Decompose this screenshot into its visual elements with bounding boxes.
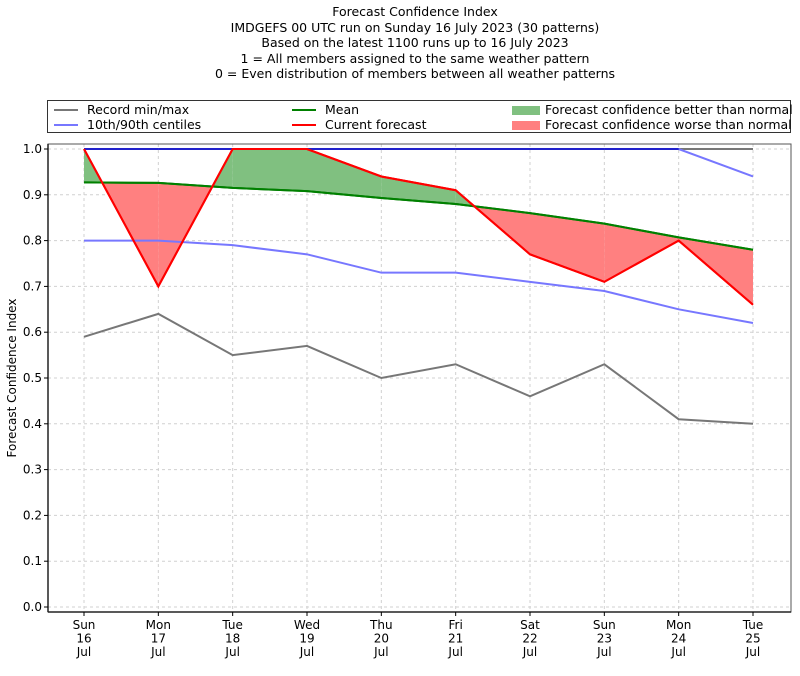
x-tick-label: 25 — [745, 632, 760, 646]
mean-line-top — [83, 181, 754, 251]
legend-item-worse: Forecast confidence worse than normal — [512, 118, 792, 132]
legend-swatch-mean — [292, 109, 316, 111]
x-tick-label: Jul — [76, 645, 91, 659]
x-tick-label: Jul — [447, 645, 462, 659]
x-tick-label: Jul — [596, 645, 611, 659]
x-tick-label: Jul — [373, 645, 388, 659]
y-tick-label: 0.9 — [23, 188, 42, 202]
legend-label-mean: Mean — [325, 102, 360, 117]
x-tick-label: Sun — [73, 618, 96, 632]
y-tick-label: 0.3 — [23, 463, 42, 477]
x-tick-label: Tue — [221, 618, 243, 632]
x-tick-label: 21 — [448, 632, 463, 646]
x-tick-label: Wed — [294, 618, 320, 632]
x-tick-label: Jul — [745, 645, 760, 659]
x-tick-label: 18 — [225, 632, 240, 646]
legend-label-record: Record min/max — [87, 102, 190, 117]
x-tick-label: 22 — [522, 632, 537, 646]
record-line — [83, 312, 754, 425]
y-axis-label: Forecast Confidence Index — [5, 299, 19, 458]
legend-item-centiles: 10th/90th centiles — [54, 118, 201, 132]
legend-label-worse: Forecast confidence worse than normal — [545, 117, 792, 132]
x-tick-label: Sun — [593, 618, 616, 632]
chart-subtitle-run: IMDGEFS 00 UTC run on Sunday 16 July 202… — [230, 19, 600, 35]
chart-title-block: Forecast Confidence Index IMDGEFS 00 UTC… — [0, 4, 800, 82]
centile-10-line — [84, 239, 754, 325]
y-tick-label: 0.0 — [23, 600, 42, 614]
x-tick-label: Jul — [670, 645, 685, 659]
x-tick-label: Mon — [146, 618, 171, 632]
legend-swatch-centiles — [54, 124, 78, 126]
chart-title: Forecast Confidence Index — [332, 4, 498, 19]
y-tick-label: 0.1 — [23, 554, 42, 568]
x-tick-label: Jul — [522, 645, 537, 659]
y-tick-label: 0.8 — [23, 234, 42, 248]
legend-label-current: Current forecast — [325, 117, 427, 132]
chart-legend: Record min/max 10th/90th centiles Mean C… — [47, 100, 793, 133]
legend-item-better: Forecast confidence better than normal — [512, 103, 793, 117]
chart-subtitle-zero: 0 = Even distribution of members between… — [214, 66, 616, 81]
fill-better-than-normal — [381, 176, 456, 204]
fill-worse-than-normal — [530, 213, 605, 282]
fill-better-than-normal — [232, 149, 307, 192]
fill-better-than-normal — [307, 149, 382, 199]
series-lines — [83, 148, 754, 425]
x-tick-label: Sat — [520, 618, 540, 632]
x-tick-label: Jul — [299, 645, 314, 659]
x-tick-label: 20 — [374, 632, 389, 646]
confidence-fills — [84, 149, 753, 305]
x-axis-ticks: Sun16JulMon17JulTue18JulWed19JulThu20Jul… — [73, 612, 764, 659]
y-axis-ticks: 0.0 0.1 0.2 0.3 0.4 0.5 0.6 0.7 0.8 0.9 1.0 — [23, 142, 48, 614]
legend-item-record: Record min/max — [54, 103, 189, 117]
legend-item-current: Current forecast — [292, 118, 426, 132]
x-tick-label: Thu — [369, 618, 393, 632]
legend-label-centiles: 10th/90th centiles — [87, 117, 202, 132]
x-tick-label: Jul — [224, 645, 239, 659]
y-tick-label: 1.0 — [23, 142, 42, 156]
legend-swatch-better — [512, 105, 540, 115]
y-tick-label: 0.7 — [23, 279, 42, 293]
y-tick-label: 0.5 — [23, 371, 42, 385]
current-forecast-line-top — [83, 148, 754, 306]
chart-subtitle-one: 1 = All members assigned to the same wea… — [240, 50, 590, 66]
grid-lines — [48, 144, 791, 612]
fill-worse-than-normal — [604, 223, 679, 282]
x-tick-label: 19 — [299, 632, 314, 646]
chart-subtitle-based: Based on the latest 1100 runs up to 16 J… — [261, 35, 569, 50]
legend-swatch-worse — [512, 120, 540, 130]
y-tick-label: 0.2 — [23, 508, 42, 522]
x-tick-label: 23 — [597, 632, 612, 646]
centile-90-line — [84, 148, 754, 178]
x-tick-label: 24 — [671, 632, 686, 646]
legend-swatch-current — [292, 124, 316, 126]
x-tick-label: Jul — [150, 645, 165, 659]
x-tick-label: 16 — [76, 632, 91, 646]
legend-swatch-record — [54, 109, 78, 111]
legend-item-mean: Mean — [292, 103, 359, 117]
x-tick-label: 17 — [151, 632, 166, 646]
y-tick-label: 0.6 — [23, 325, 42, 339]
y-tick-label: 0.4 — [23, 417, 42, 431]
x-tick-label: Fri — [449, 618, 463, 632]
legend-label-better: Forecast confidence better than normal — [545, 102, 793, 117]
x-tick-label: Tue — [742, 618, 764, 632]
x-tick-label: Mon — [666, 618, 691, 632]
